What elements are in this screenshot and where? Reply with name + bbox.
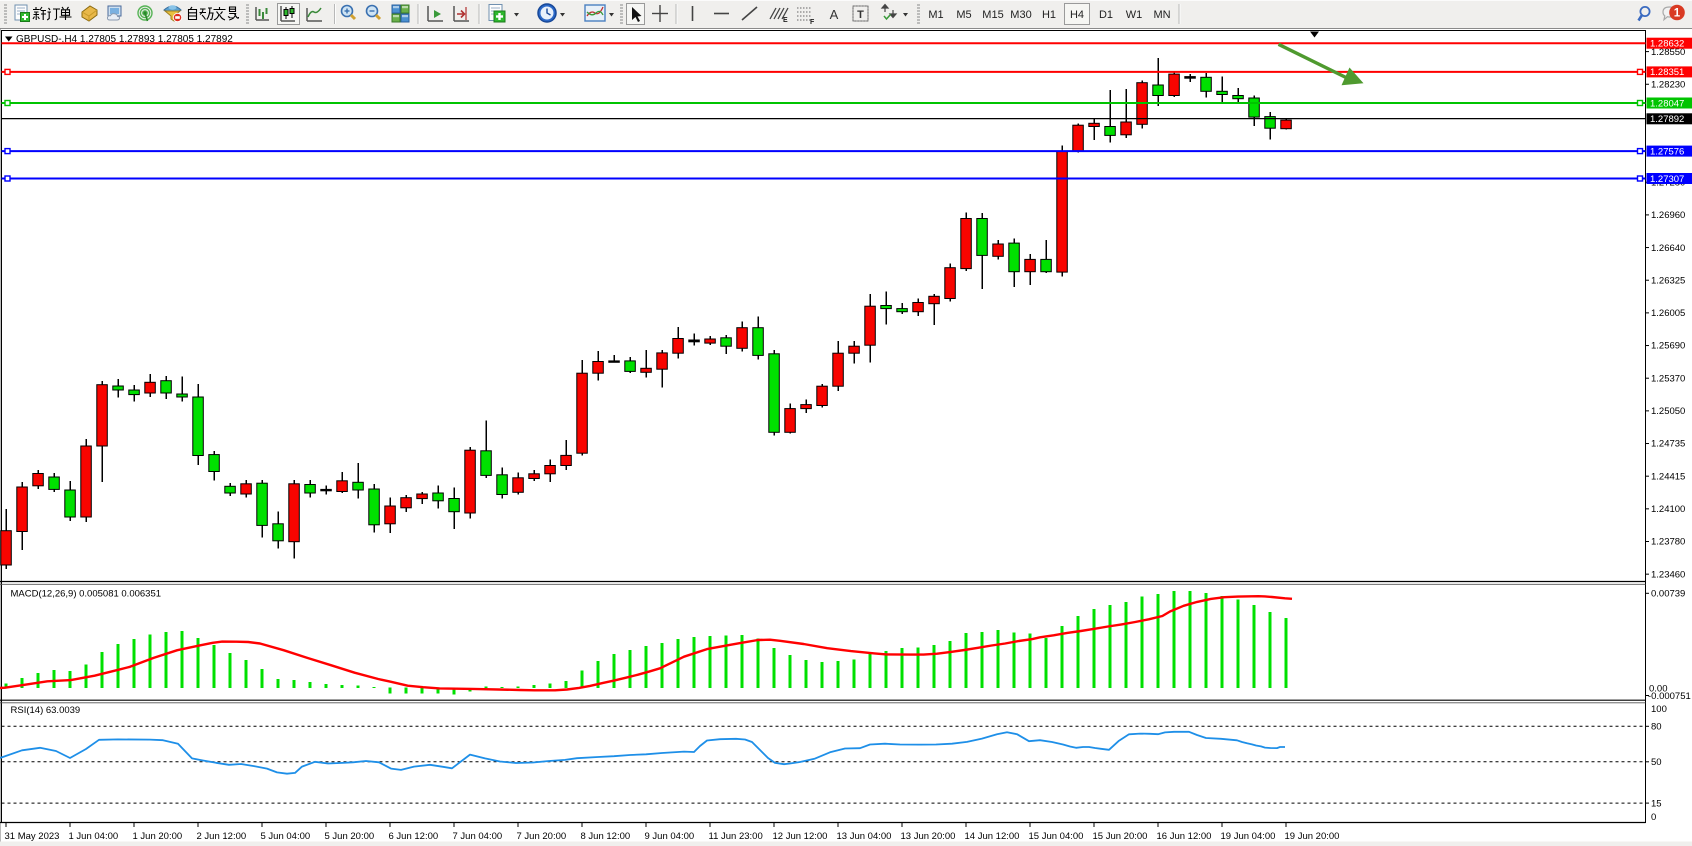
svg-text:M15: M15 [982,9,1003,21]
svg-text:13 Jun 04:00: 13 Jun 04:00 [837,831,892,842]
svg-text:8 Jun 12:00: 8 Jun 12:00 [581,831,631,842]
svg-text:1.24100: 1.24100 [1651,504,1685,515]
svg-text:1: 1 [1674,8,1681,20]
svg-text:GBPUSD-.H4 1.27805 1.27893 1.: GBPUSD-.H4 1.27805 1.27893 1.27805 1.278… [16,34,233,45]
svg-text:15 Jun 20:00: 15 Jun 20:00 [1093,831,1148,842]
svg-text:F: F [810,19,815,26]
svg-text:1.24415: 1.24415 [1651,471,1685,482]
svg-text:14 Jun 12:00: 14 Jun 12:00 [965,831,1020,842]
svg-text:1.26640: 1.26640 [1651,243,1685,254]
svg-text:1.27576: 1.27576 [1650,146,1684,157]
svg-text:11 Jun 23:00: 11 Jun 23:00 [709,831,763,842]
svg-text:M1: M1 [928,9,943,21]
svg-text:31 May 2023: 31 May 2023 [5,831,60,842]
svg-text:2 Jun 12:00: 2 Jun 12:00 [197,831,247,842]
svg-text:19 Jun 20:00: 19 Jun 20:00 [1285,831,1340,842]
svg-text:1.26005: 1.26005 [1651,308,1685,319]
svg-text:80: 80 [1651,722,1662,733]
svg-text:1.25690: 1.25690 [1651,341,1685,352]
svg-text:13 Jun 20:00: 13 Jun 20:00 [901,831,956,842]
svg-text:RSI(14) 63.0039: RSI(14) 63.0039 [11,705,81,716]
svg-text:1.26960: 1.26960 [1651,210,1685,221]
svg-text:1.25370: 1.25370 [1651,373,1685,384]
svg-text:12 Jun 12:00: 12 Jun 12:00 [773,831,828,842]
svg-text:A: A [830,7,839,22]
svg-text:0.00739: 0.00739 [1651,589,1685,600]
svg-text:M5: M5 [956,9,971,21]
svg-text:1.24735: 1.24735 [1651,439,1685,450]
svg-text:1.23780: 1.23780 [1651,537,1685,548]
svg-text:6 Jun 12:00: 6 Jun 12:00 [389,831,439,842]
svg-text:5 Jun 20:00: 5 Jun 20:00 [325,831,375,842]
svg-text:D1: D1 [1099,9,1113,21]
svg-text:9 Jun 04:00: 9 Jun 04:00 [645,831,695,842]
svg-text:1.28230: 1.28230 [1651,79,1685,90]
svg-text:1.27307: 1.27307 [1650,174,1684,185]
svg-text:T: T [857,9,864,21]
svg-text:0.00: 0.00 [1649,684,1668,695]
svg-text:15: 15 [1651,798,1662,809]
svg-text:1 Jun 04:00: 1 Jun 04:00 [69,831,119,842]
svg-text:M30: M30 [1010,9,1031,21]
svg-text:W1: W1 [1126,9,1143,21]
svg-text:1 Jun 20:00: 1 Jun 20:00 [133,831,183,842]
svg-text:MN: MN [1153,9,1170,21]
svg-text:5 Jun 04:00: 5 Jun 04:00 [261,831,311,842]
svg-text:H1: H1 [1042,9,1056,21]
svg-text:1.23460: 1.23460 [1651,569,1685,580]
svg-text:1.28550: 1.28550 [1651,47,1685,58]
svg-text:50: 50 [1651,757,1662,768]
svg-text:1.25050: 1.25050 [1651,406,1685,417]
svg-text:1.28632: 1.28632 [1650,39,1684,50]
svg-text:0: 0 [1651,812,1656,823]
svg-text:19 Jun 04:00: 19 Jun 04:00 [1221,831,1276,842]
svg-text:-0.000751: -0.000751 [1648,691,1691,702]
svg-text:15 Jun 04:00: 15 Jun 04:00 [1029,831,1084,842]
svg-text:1.28047: 1.28047 [1650,98,1684,109]
svg-text:MACD(12,26,9) 0.005081 0.00635: MACD(12,26,9) 0.005081 0.006351 [11,589,162,600]
svg-text:100: 100 [1651,704,1667,715]
svg-text:7 Jun 20:00: 7 Jun 20:00 [517,831,567,842]
svg-text:16 Jun 12:00: 16 Jun 12:00 [1157,831,1212,842]
svg-text:7 Jun 04:00: 7 Jun 04:00 [453,831,503,842]
svg-text:H4: H4 [1070,9,1084,21]
svg-text:1.27892: 1.27892 [1650,114,1684,125]
svg-text:1.26325: 1.26325 [1651,275,1685,286]
svg-text:1.28351: 1.28351 [1650,67,1684,78]
svg-text:E: E [783,17,788,24]
